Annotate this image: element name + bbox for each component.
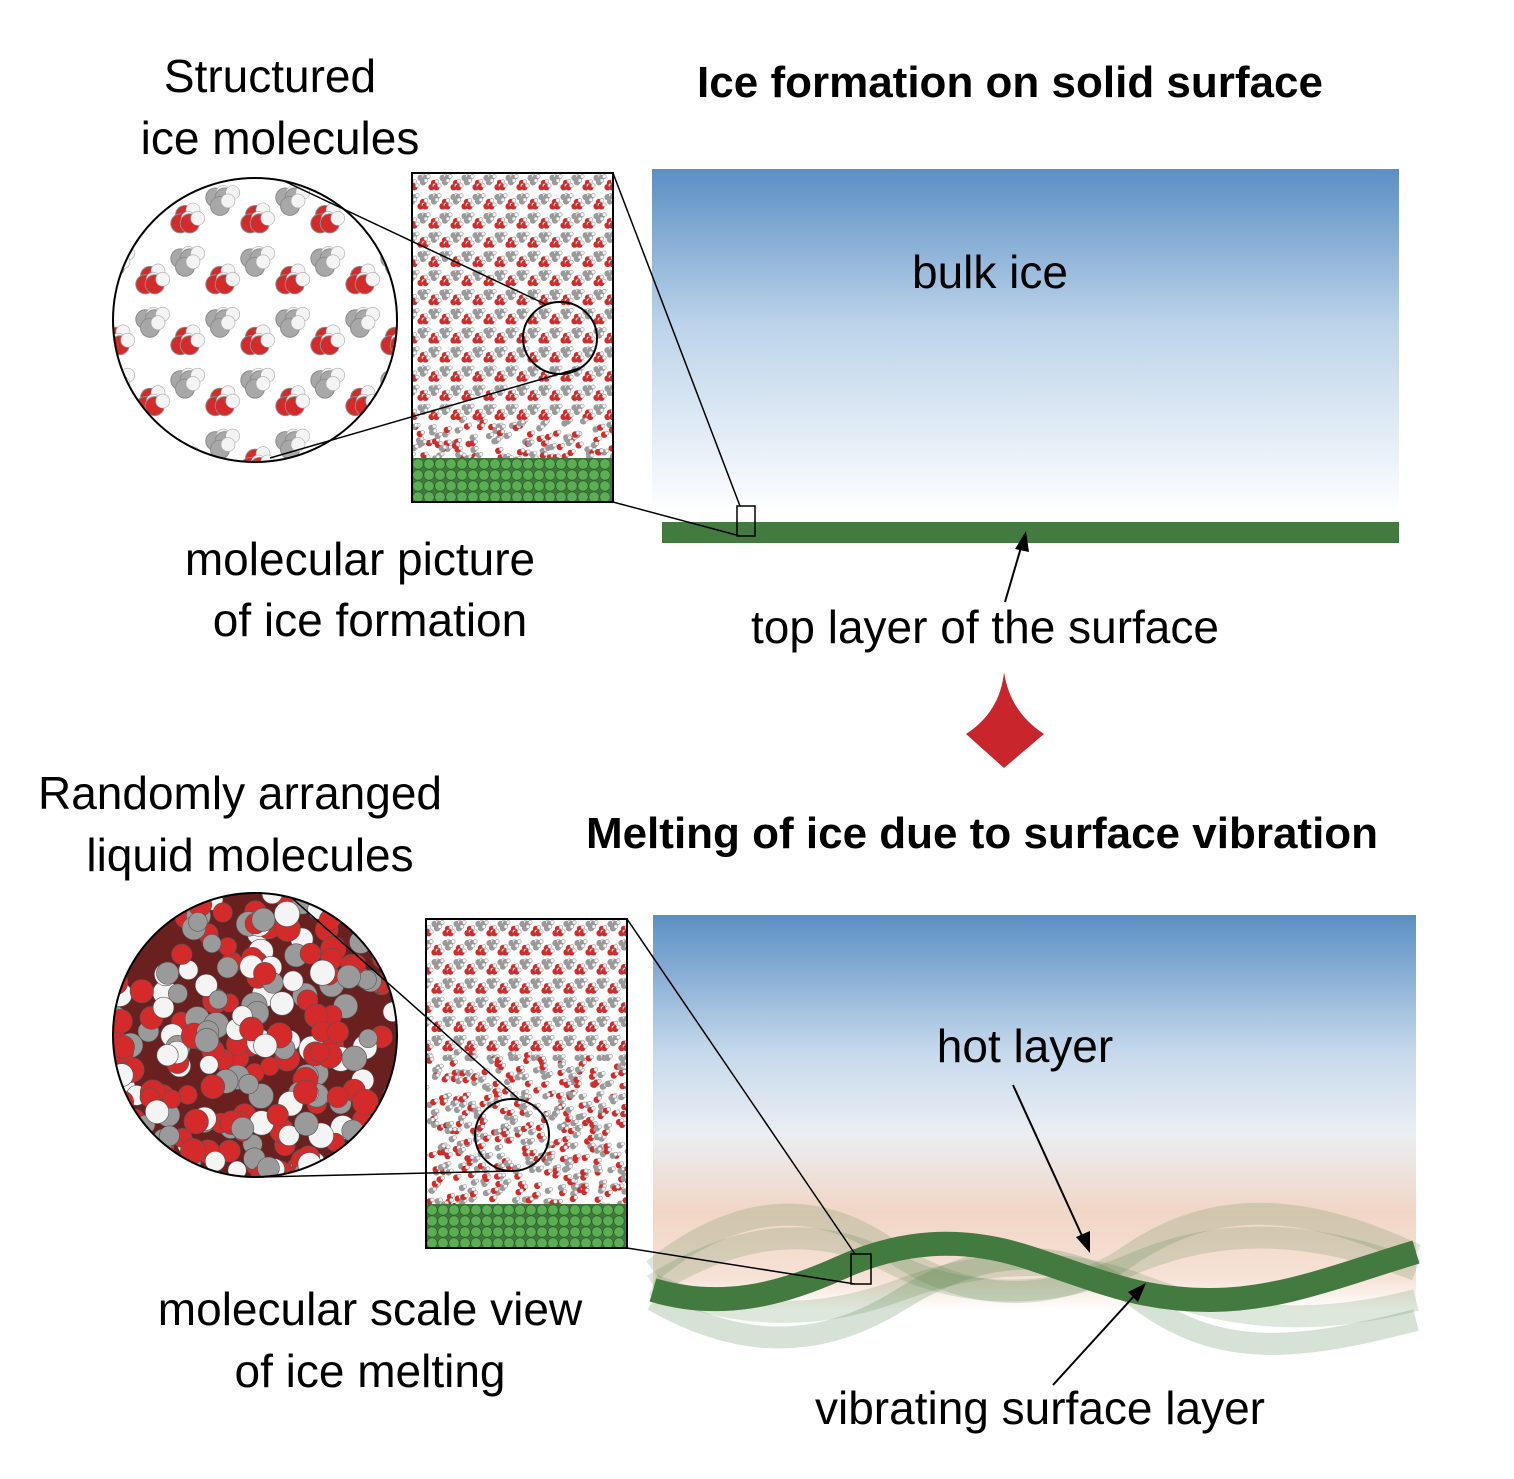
zoom-label-bottom-line2: liquid molecules — [86, 829, 414, 881]
bottom-panel-title: Melting of ice due to surface vibration — [585, 809, 1379, 858]
vibrating-surface-arrow — [1052, 1283, 1146, 1386]
caption-bottom-line2: of ice melting — [234, 1345, 506, 1397]
transition-arrow — [966, 672, 1044, 768]
molecular-snapshot-melting — [425, 918, 628, 1249]
zoom-source-ellipse-bottom — [474, 1098, 550, 1172]
caption-top-line1: molecular picture — [184, 533, 536, 585]
vibrating-surface-label: vibrating surface layer — [815, 1382, 1265, 1434]
bulk-ice-hot-region — [653, 915, 1416, 1310]
bulk-ice-region — [652, 169, 1399, 515]
zoom-label-top-line2: ice molecules — [140, 112, 420, 164]
caption-bottom-line1: molecular scale view — [157, 1283, 583, 1335]
vibrating-surface-layer — [649, 1231, 1420, 1313]
zoom-label-bottom-line1: Randomly arranged — [37, 767, 442, 819]
zoom-marker-box-top — [736, 505, 756, 537]
surface-label: top layer of the surface — [751, 601, 1219, 653]
caption-top-line2: of ice formation — [212, 594, 528, 646]
bulk-ice-label: bulk ice — [912, 246, 1068, 298]
top-panel-title: Ice formation on solid surface — [697, 58, 1323, 107]
zoom-label-top-line1: Structured — [163, 50, 377, 102]
hot-layer-arrow — [1012, 1084, 1090, 1253]
surface-pointer-arrow — [1004, 531, 1029, 603]
molecular-snapshot-ice — [411, 172, 614, 503]
zoom-circle-liquid — [112, 892, 398, 1178]
hot-layer-label: hot layer — [936, 1020, 1114, 1072]
surface-top-layer — [662, 522, 1399, 543]
zoom-marker-box-bottom — [850, 1253, 872, 1285]
